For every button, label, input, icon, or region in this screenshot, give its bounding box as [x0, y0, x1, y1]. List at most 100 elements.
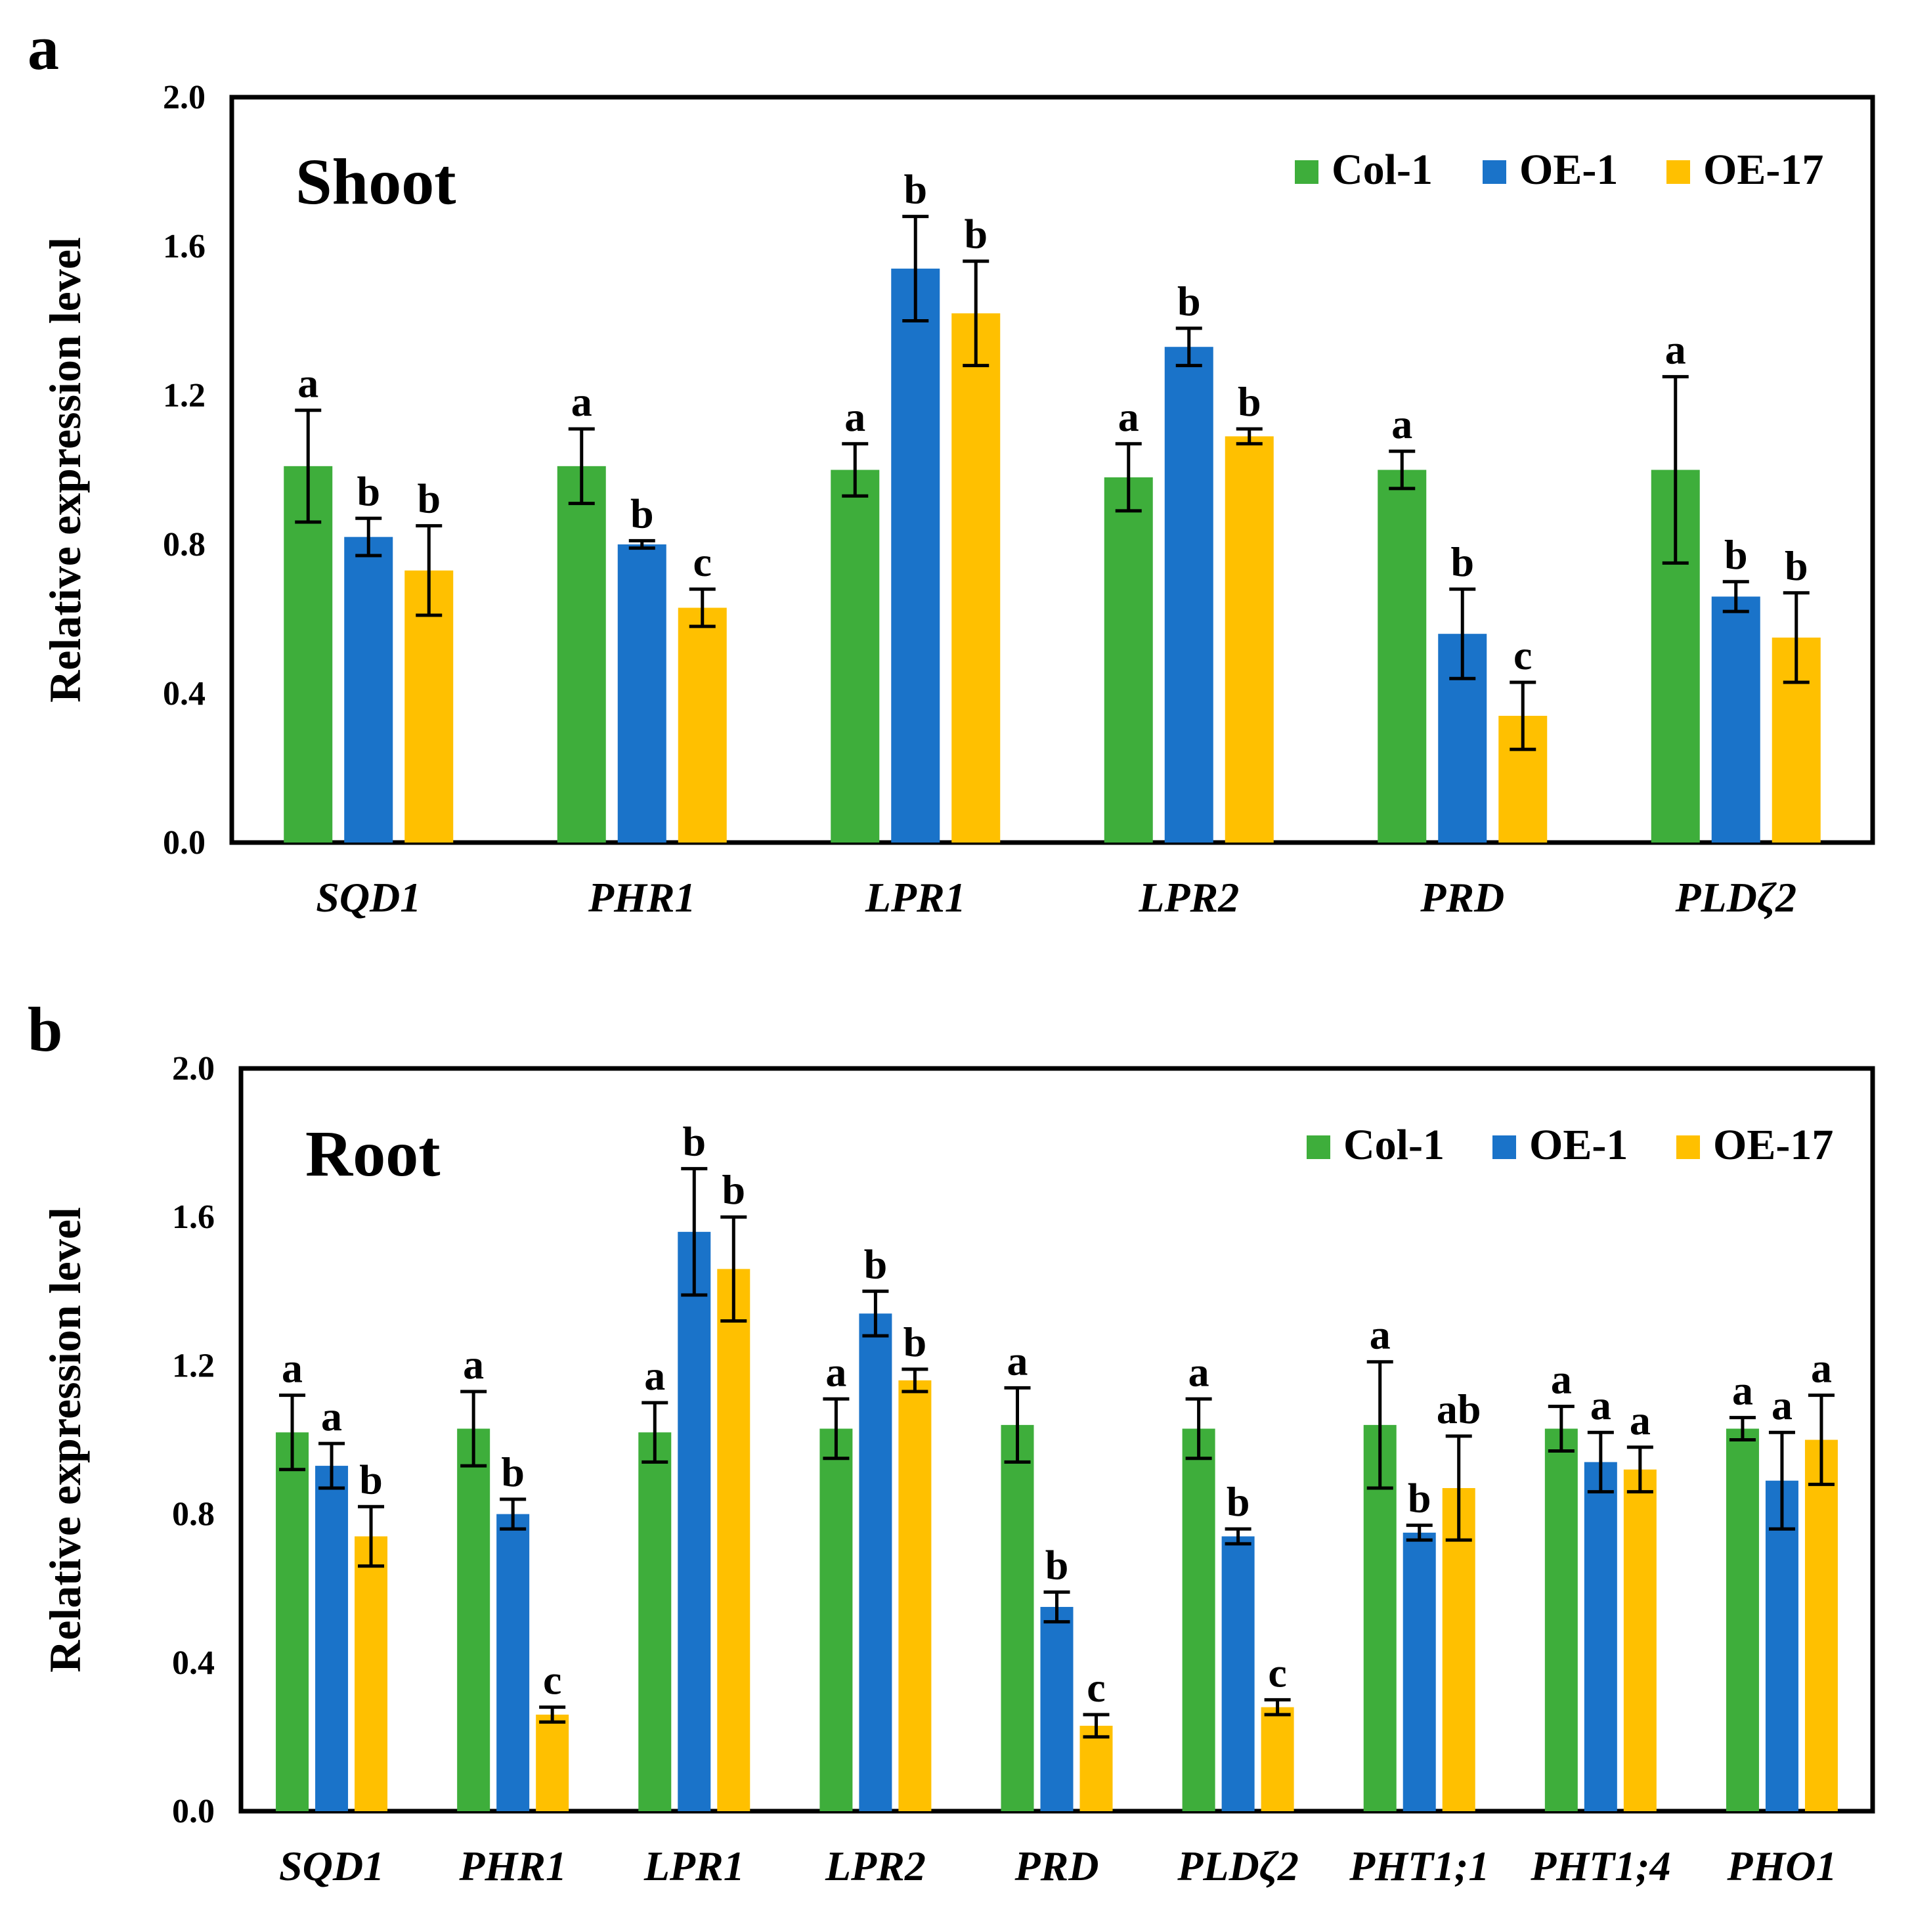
x-tick-label: SQD1 [279, 1843, 384, 1889]
bar [1378, 470, 1427, 843]
bar [1225, 436, 1274, 843]
significance-label: a [571, 378, 592, 425]
significance-label: b [1450, 538, 1474, 585]
bar [557, 466, 606, 843]
significance-label: b [1785, 542, 1808, 589]
panel-letter: b [28, 994, 62, 1065]
y-tick-label: 0.8 [172, 1496, 215, 1533]
bar [1711, 596, 1760, 843]
significance-label: c [1513, 632, 1532, 678]
significance-label: ab [1437, 1386, 1481, 1432]
bar [1623, 1469, 1657, 1811]
bar [276, 1432, 309, 1811]
bar [1001, 1424, 1034, 1811]
bar [344, 537, 393, 843]
significance-label: a [1370, 1311, 1391, 1358]
bar [898, 1380, 932, 1811]
significance-label: a [1590, 1382, 1611, 1428]
panel-letter: a [28, 12, 59, 83]
chart-panel-a: a 0.0 0.4 0.8 1.2 1.6 2.0 Relative expression l… [28, 12, 1875, 921]
significance-label: a [825, 1348, 846, 1395]
x-tick-label: PLDζ2 [1674, 874, 1796, 921]
significance-label: b [1177, 278, 1201, 324]
significance-label: b [417, 475, 441, 522]
bar [536, 1714, 569, 1811]
significance-label: c [693, 538, 712, 585]
significance-label: b [864, 1240, 888, 1287]
significance-label: c [1087, 1664, 1105, 1711]
y-tick-label: 1.2 [163, 377, 206, 414]
legend-label: Col-1 [1343, 1121, 1445, 1169]
x-tick-label: PHR1 [458, 1843, 567, 1889]
significance-label: c [543, 1657, 561, 1703]
significance-label: a [1665, 326, 1686, 373]
y-tick-label: 0.4 [163, 675, 206, 713]
significance-label: b [1408, 1475, 1431, 1522]
bar [355, 1536, 388, 1811]
bar [638, 1432, 672, 1811]
bar [496, 1514, 530, 1811]
bar [1584, 1462, 1617, 1811]
significance-label: b [1724, 531, 1748, 578]
legend-swatch [1676, 1135, 1700, 1159]
significance-label: a [297, 360, 318, 406]
plot-title: Shoot [295, 145, 456, 218]
legend-label: OE-17 [1703, 146, 1823, 194]
bar [1182, 1428, 1215, 1811]
bar [891, 269, 940, 843]
significance-label: a [463, 1341, 484, 1388]
significance-label: c [1268, 1649, 1286, 1696]
significance-label: b [501, 1449, 525, 1495]
significance-label: a [321, 1393, 342, 1439]
x-tick-label: PRD [1420, 874, 1504, 921]
significance-label: a [1551, 1356, 1572, 1403]
bar [1221, 1536, 1255, 1811]
legend-label: Col-1 [1332, 146, 1433, 194]
x-tick-label: LPR1 [643, 1843, 745, 1889]
significance-label: a [1811, 1345, 1832, 1392]
bar [678, 607, 727, 843]
significance-label: a [282, 1345, 303, 1392]
y-tick-label: 2.0 [163, 79, 206, 116]
legend-swatch [1307, 1135, 1330, 1159]
bar [1804, 1439, 1838, 1811]
y-tick-label: 2.0 [172, 1050, 215, 1087]
bar [1079, 1725, 1113, 1811]
bar [1164, 347, 1213, 843]
y-tick-label: 0.8 [163, 526, 206, 563]
y-tick-label: 0.0 [163, 824, 206, 862]
significance-label: b [1238, 378, 1261, 425]
legend-swatch [1483, 160, 1506, 184]
bar [284, 466, 333, 843]
chart-panel-b: b 0.0 0.4 0.8 1.2 1.6 2.0 Relative expression l… [28, 994, 1875, 1889]
legend-label: OE-1 [1519, 146, 1618, 194]
y-axis-label: Relative expression level [40, 1207, 90, 1673]
significance-label: a [1391, 401, 1412, 447]
significance-label: a [644, 1352, 665, 1399]
significance-label: b [630, 490, 654, 537]
significance-label: a [1630, 1397, 1651, 1443]
bar [819, 1428, 853, 1811]
significance-label: a [1118, 393, 1139, 440]
significance-label: b [1227, 1478, 1250, 1525]
bar [1544, 1428, 1578, 1811]
significance-label: a [1007, 1337, 1028, 1384]
x-tick-label: LPR2 [1138, 874, 1239, 921]
y-axis-label: Relative expression level [40, 237, 90, 703]
significance-label: b [964, 211, 988, 257]
bar [1104, 477, 1153, 843]
bar [457, 1428, 490, 1811]
bar [717, 1269, 750, 1811]
x-tick-label: PHO1 [1726, 1843, 1837, 1889]
plot-title: Root [305, 1117, 441, 1190]
significance-label: b [903, 166, 927, 213]
bar [951, 313, 1001, 843]
significance-label: b [359, 1456, 383, 1503]
bar [1442, 1488, 1475, 1811]
x-tick-label: PHT1;1 [1349, 1843, 1489, 1889]
bar [1403, 1532, 1436, 1811]
significance-label: a [1772, 1382, 1793, 1428]
x-tick-label: PHT1;4 [1530, 1843, 1670, 1889]
bar [617, 544, 666, 843]
